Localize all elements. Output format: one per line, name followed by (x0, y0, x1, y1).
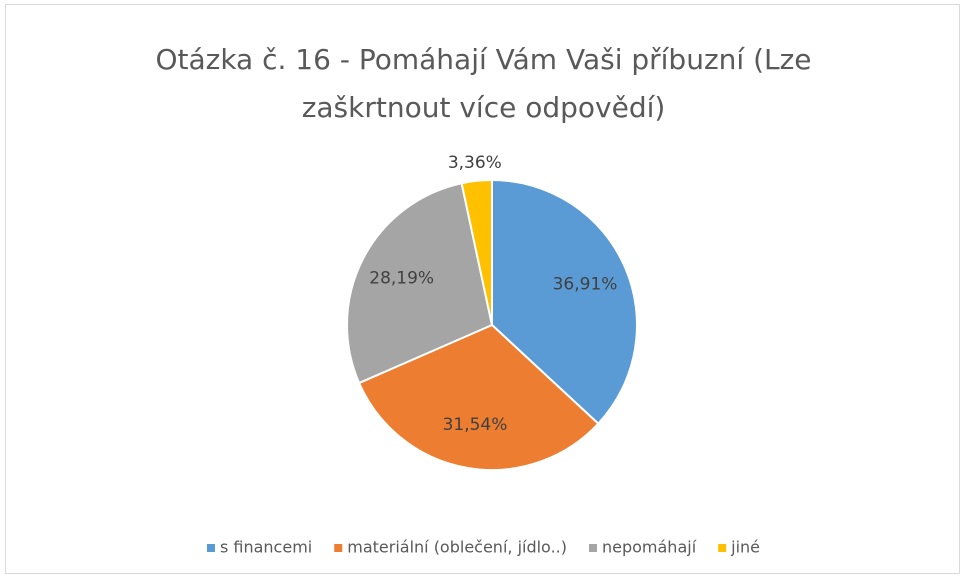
pie-slice (460, 178, 493, 326)
legend-swatch (334, 544, 343, 552)
pie-slice (491, 178, 638, 426)
legend-swatch (206, 544, 215, 552)
legend-label: materiální (oblečení, jídlo..) (347, 538, 567, 557)
legend-label: nepomáhají (602, 538, 697, 557)
data-label: 3,36% (448, 153, 502, 173)
data-label: 28,19% (369, 269, 434, 289)
chart-title: Otázka č. 16 - Pomáhají Vám Vaši příbuzn… (155, 43, 812, 124)
chart-frame (5, 4, 960, 574)
legend-label: jiné (730, 538, 760, 557)
pie-slice (346, 182, 494, 385)
legend-swatch (718, 544, 727, 552)
data-label: 31,54% (443, 415, 508, 435)
legend-label: s financemi (220, 538, 312, 557)
data-label: 36,91% (553, 274, 618, 294)
pie-slice (357, 323, 600, 471)
legend-swatch (588, 544, 597, 552)
